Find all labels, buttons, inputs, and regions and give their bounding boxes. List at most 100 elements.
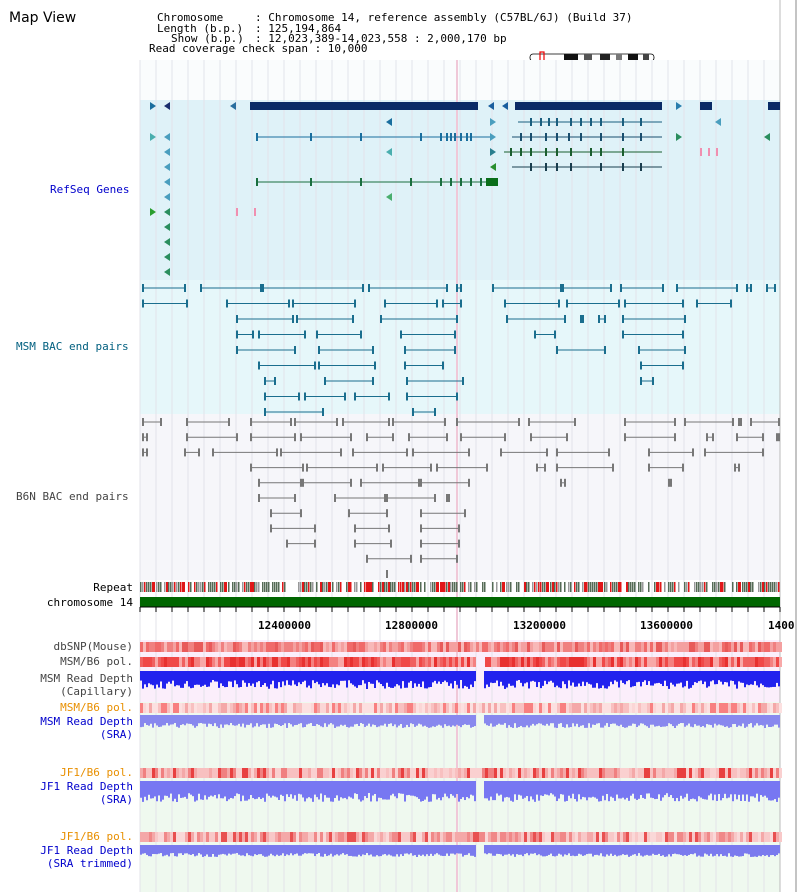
repeat-mark [242, 582, 244, 592]
heat-cell [776, 832, 779, 842]
gene-exon [570, 148, 572, 156]
repeat-mark [298, 582, 300, 592]
depth-bar [340, 845, 342, 855]
bac-end [730, 299, 732, 308]
heat-cell [395, 768, 398, 778]
bac-end [186, 418, 188, 426]
depth-bar [140, 715, 142, 728]
depth-bar [506, 781, 508, 797]
repeat-mark [544, 582, 546, 592]
depth-bar [686, 715, 688, 726]
depth-bar [180, 715, 182, 725]
depth-bar [778, 845, 780, 854]
depth-bar [370, 671, 372, 684]
heat-cell [548, 657, 551, 667]
heat-cell [431, 703, 434, 713]
heat-cell [626, 657, 629, 667]
heat-cell [476, 703, 479, 713]
depth-bar [520, 845, 522, 855]
depth-bar [724, 715, 726, 727]
bac-end [352, 448, 354, 457]
depth-bar [654, 845, 656, 855]
depth-bar [428, 715, 430, 728]
heat-cell [425, 832, 428, 842]
depth-bar [178, 845, 180, 854]
heat-cell [575, 703, 578, 713]
heat-cell [440, 657, 443, 667]
depth-bar [426, 845, 428, 855]
depth-bar [568, 845, 570, 854]
bac-end [352, 315, 354, 323]
heat-cell [704, 642, 707, 652]
heat-cell [542, 703, 545, 713]
heat-cell [191, 768, 194, 778]
heat-cell [527, 703, 530, 713]
depth-bar [638, 671, 640, 682]
heat-cell [620, 703, 623, 713]
depth-bar [450, 845, 452, 854]
repeat-mark [402, 582, 405, 592]
depth-bar [740, 715, 742, 727]
depth-bar [486, 715, 488, 726]
depth-bar [652, 715, 654, 725]
repeat-mark [180, 582, 182, 592]
depth-bar [268, 781, 270, 796]
depth-bar [442, 715, 444, 728]
heat-cell [233, 703, 236, 713]
bac-end [384, 494, 386, 502]
repeat-mark [378, 582, 380, 592]
depth-bar [514, 715, 516, 724]
depth-bar [266, 715, 268, 728]
bac-end [264, 408, 266, 416]
depth-bar [178, 671, 180, 686]
heat-cell [692, 768, 695, 778]
heat-cell [575, 657, 578, 667]
repeat-mark [598, 582, 601, 592]
heat-cell [266, 642, 269, 652]
depth-bar [272, 781, 274, 796]
depth-bar [146, 671, 148, 688]
heat-cell [572, 657, 575, 667]
heat-cell [479, 703, 482, 713]
heat-cell [662, 832, 665, 842]
heat-cell [332, 703, 335, 713]
depth-bar [698, 715, 700, 726]
heat-cell [539, 703, 542, 713]
depth-bar [512, 671, 514, 686]
heat-cell [329, 703, 332, 713]
depth-bar [592, 781, 594, 797]
depth-bar [302, 671, 304, 682]
depth-bar [318, 715, 320, 725]
repeat-mark [400, 582, 402, 592]
heat-cell [164, 832, 167, 842]
depth-bar [188, 671, 190, 687]
heat-cell [692, 703, 695, 713]
depth-bar [274, 845, 276, 857]
depth-bar [768, 715, 770, 727]
heat-cell [254, 657, 257, 667]
depth-bar [758, 781, 760, 802]
heat-cell [719, 768, 722, 778]
depth-bar [726, 845, 728, 857]
heat-cell [422, 832, 425, 842]
heat-cell [308, 657, 311, 667]
heat-cell [671, 642, 674, 652]
chromosome-ideogram[interactable] [528, 51, 658, 65]
depth-bar [468, 715, 470, 725]
heat-cell [674, 832, 677, 842]
depth-bar [246, 715, 248, 725]
heat-cell [689, 768, 692, 778]
heat-cell [392, 768, 395, 778]
depth-bar [650, 845, 652, 856]
heat-cell [752, 657, 755, 667]
heat-cell [290, 832, 293, 842]
bac-end [236, 346, 238, 354]
heat-cell [389, 642, 392, 652]
heat-cell [155, 832, 158, 842]
heat-cell [728, 832, 731, 842]
depth-bar [202, 671, 204, 686]
heat-cell [749, 657, 752, 667]
heat-cell [437, 703, 440, 713]
heat-cell [203, 768, 206, 778]
